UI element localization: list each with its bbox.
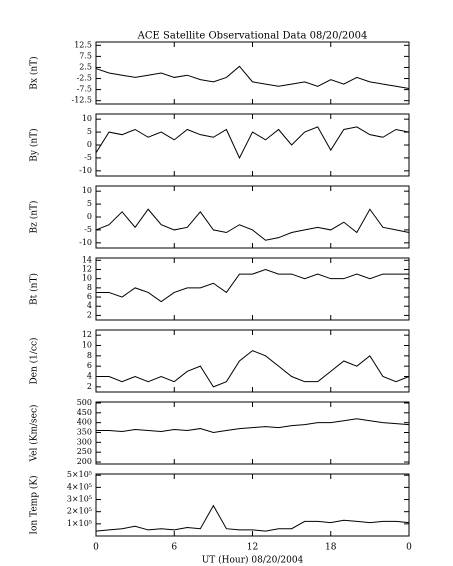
y-tick-label: 0 (87, 212, 92, 221)
x-tick-label: 0 (93, 543, 99, 553)
y-axis-label: Den (1/cc) (29, 337, 40, 384)
y-tick-label: 2 (87, 310, 92, 319)
y-tick-label: 1×10⁵ (67, 519, 92, 528)
y-axis-label: Ion Temp (K) (29, 475, 40, 534)
y-tick-label: -10 (79, 166, 92, 175)
y-tick-label: 5 (87, 127, 92, 136)
y-tick-label: -7.5 (77, 85, 92, 94)
panel-frame (95, 41, 410, 105)
data-line (96, 418, 410, 434)
y-axis-label: Bt (nT) (29, 273, 40, 305)
y-tick-label: 5 (87, 199, 92, 208)
y-tick-label: -5 (84, 153, 92, 162)
y-axis-label: Vel (Km/sec) (29, 404, 40, 462)
y-axis-label: By (nT) (29, 128, 40, 161)
panel-frame (95, 113, 410, 177)
y-tick-label: 10 (82, 274, 92, 283)
y-tick-label: 8 (87, 351, 92, 360)
y-tick-label: 10 (82, 341, 92, 350)
x-tick-label: 12 (247, 543, 258, 553)
y-tick-label: -12.5 (71, 96, 92, 105)
y-tick-label: 6 (87, 361, 92, 370)
y-tick-label: 500 (77, 398, 92, 407)
y-tick-label: 12 (82, 330, 92, 339)
y-tick-label: 3×10⁵ (67, 495, 92, 504)
y-tick-label: 4 (87, 301, 92, 310)
y-tick-label: 2.5 (79, 62, 92, 71)
y-tick-label: 7.5 (79, 51, 92, 60)
y-tick-label: 350 (77, 428, 92, 437)
x-tick-label: 6 (171, 543, 177, 553)
y-tick-label: 14 (82, 255, 92, 264)
data-line (95, 504, 410, 532)
y-tick-label: 250 (77, 447, 92, 456)
y-tick-label: 2×10⁵ (67, 507, 92, 516)
y-tick-label: -10 (79, 238, 92, 247)
y-tick-label: -2.5 (77, 74, 92, 83)
y-axis-label: Bz (nT) (29, 200, 40, 233)
y-tick-label: 0 (87, 140, 92, 149)
data-line (95, 65, 410, 89)
y-tick-label: 4 (87, 372, 92, 381)
y-tick-label: 12.5 (74, 40, 92, 49)
y-tick-label: 6 (87, 292, 92, 301)
x-tick-label: 0 (406, 543, 412, 553)
y-axis-label: Bx (nT) (29, 56, 40, 89)
y-tick-label: -5 (84, 225, 92, 234)
data-line (96, 350, 410, 388)
y-tick-label: 4×10⁵ (67, 482, 92, 491)
chart-title: ACE Satellite Observational Data 08/20/2… (137, 31, 368, 42)
y-tick-label: 5×10⁵ (67, 470, 92, 479)
panel-frame (95, 329, 410, 393)
panel-frame (95, 401, 410, 465)
data-line (95, 126, 410, 160)
x-axis-label: UT (Hour) 08/20/2004 (202, 555, 304, 566)
y-tick-label: 12 (82, 264, 92, 273)
panel-frame (95, 473, 410, 537)
y-tick-label: 8 (87, 283, 92, 292)
x-tick-label: 18 (325, 543, 337, 553)
y-tick-label: 450 (77, 408, 92, 417)
y-tick-label: 2 (87, 382, 92, 391)
data-line (95, 208, 410, 241)
data-line (96, 268, 409, 303)
y-tick-label: 10 (82, 186, 92, 195)
y-tick-label: 300 (77, 437, 92, 446)
panel-frame (95, 257, 410, 321)
y-tick-label: 400 (77, 418, 92, 427)
y-tick-label: 200 (77, 457, 92, 466)
y-tick-label: 10 (82, 114, 92, 123)
